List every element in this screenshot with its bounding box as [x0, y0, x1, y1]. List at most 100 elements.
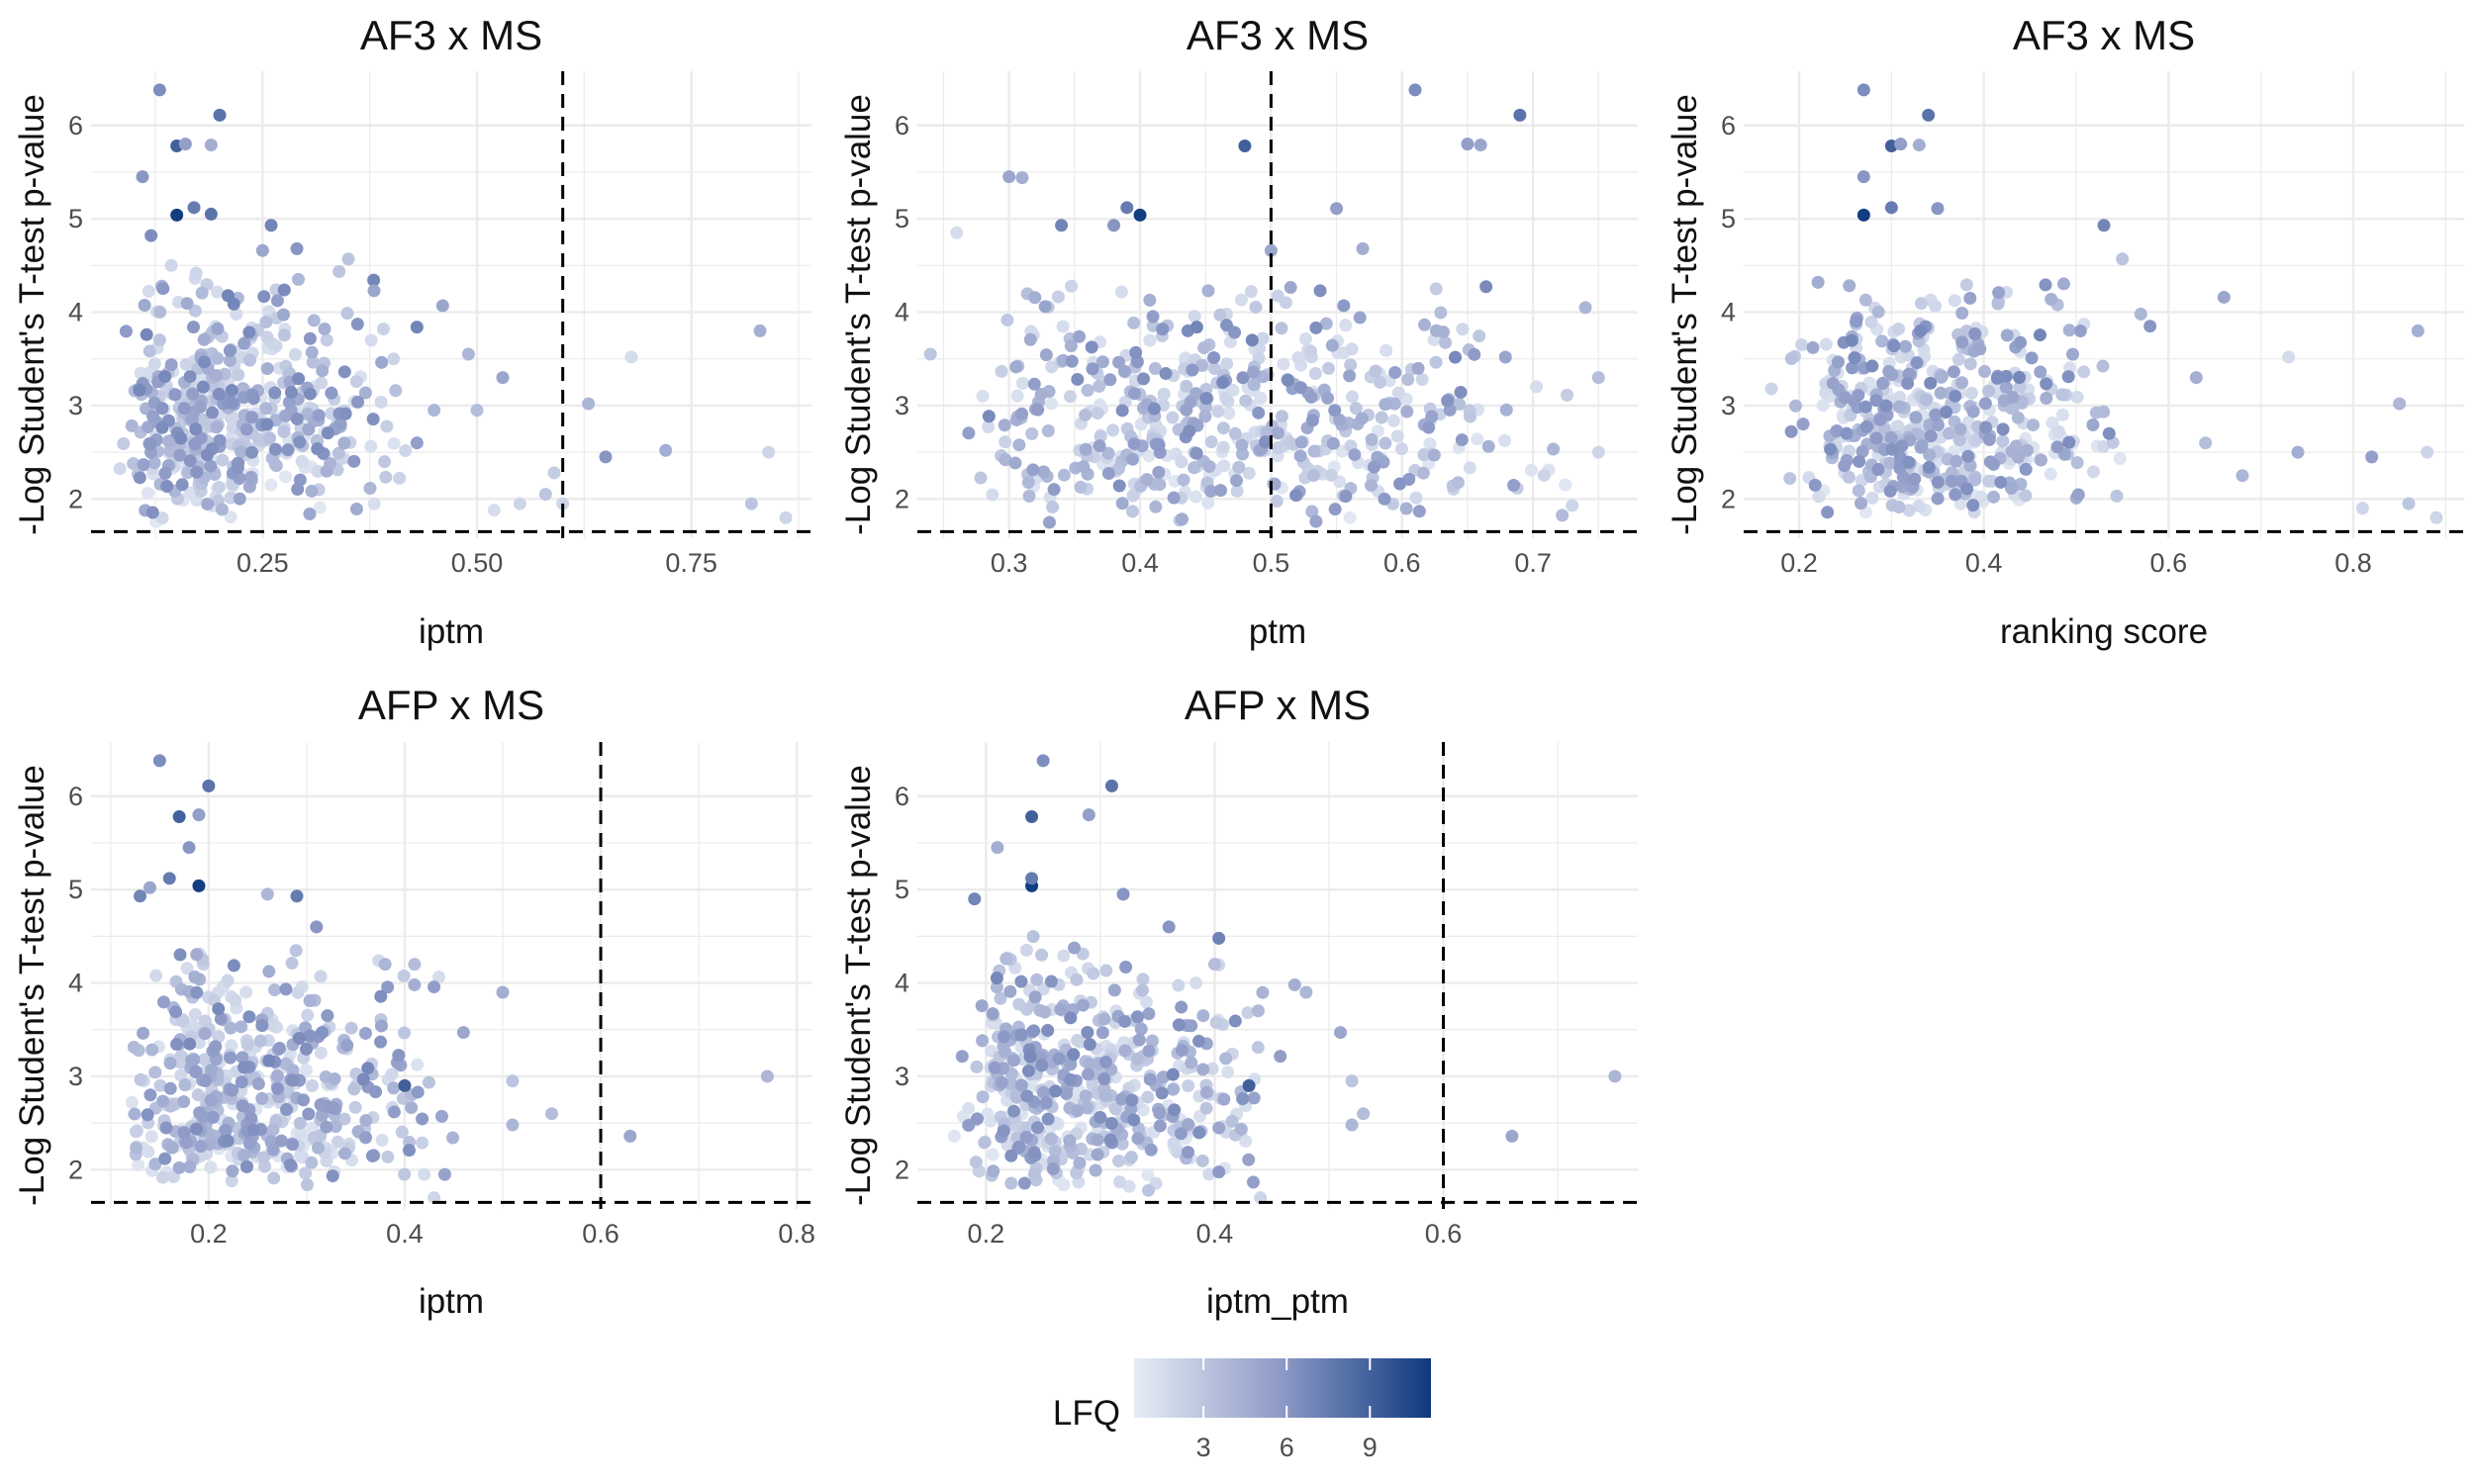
- data-point: [1004, 1176, 1018, 1190]
- data-point: [242, 1137, 256, 1151]
- data-point: [347, 454, 361, 468]
- data-point: [1902, 504, 1916, 517]
- data-point: [1473, 329, 1486, 343]
- data-point: [2021, 443, 2035, 457]
- data-point: [1369, 364, 1382, 378]
- data-point: [313, 501, 327, 514]
- data-point: [1391, 386, 1405, 400]
- data-point: [2096, 359, 2110, 373]
- data-point: [318, 322, 332, 335]
- data-point: [260, 330, 274, 344]
- data-point: [1168, 1103, 1182, 1117]
- data-point: [1304, 390, 1318, 404]
- data-point: [1166, 411, 1180, 424]
- data-point: [178, 1078, 192, 1092]
- data-point: [1378, 492, 1391, 506]
- data-point: [1848, 351, 1861, 365]
- data-point: [1082, 1067, 1095, 1081]
- data-point: [1931, 492, 1945, 506]
- y-tick-label: 3: [68, 1062, 83, 1091]
- panel-title: AF3 x MS: [360, 12, 542, 58]
- data-point: [306, 1121, 320, 1135]
- data-point: [341, 252, 355, 266]
- data-point: [375, 355, 389, 369]
- data-point: [496, 371, 510, 385]
- data-point: [333, 264, 346, 278]
- data-point: [204, 459, 218, 473]
- data-point: [1048, 1145, 1062, 1159]
- data-point: [422, 1075, 435, 1089]
- data-point: [1821, 506, 1835, 519]
- data-point: [188, 1007, 202, 1021]
- data-point: [145, 506, 159, 519]
- data-point: [1415, 373, 1429, 387]
- data-point: [1175, 455, 1189, 469]
- data-point: [1578, 301, 1592, 315]
- data-point: [402, 1144, 416, 1158]
- data-point: [1479, 280, 1493, 294]
- data-point: [305, 1156, 319, 1169]
- data-point: [269, 459, 283, 473]
- data-point: [970, 1060, 984, 1073]
- data-point: [1843, 279, 1856, 293]
- data-point: [1045, 360, 1059, 374]
- data-point: [1009, 360, 1023, 374]
- data-point: [1196, 1063, 1210, 1076]
- data-point: [236, 1099, 249, 1113]
- data-point: [231, 460, 244, 474]
- data-point: [1429, 324, 1443, 337]
- data-point: [2019, 462, 2033, 476]
- data-point: [1037, 465, 1051, 479]
- data-point: [1130, 1010, 1144, 1024]
- data-point: [1305, 414, 1319, 427]
- data-point: [277, 308, 291, 322]
- data-point: [1068, 941, 1082, 955]
- data-point: [359, 1113, 373, 1127]
- data-point: [1073, 1156, 1087, 1169]
- data-point: [1856, 444, 1869, 458]
- data-point: [211, 285, 225, 299]
- data-point: [1537, 468, 1551, 482]
- data-point: [190, 985, 204, 999]
- y-axis-title: -Log Student's T-test p-value: [839, 94, 878, 535]
- data-point: [1806, 340, 1820, 354]
- data-point: [1764, 382, 1778, 396]
- data-point: [193, 400, 207, 414]
- data-point: [202, 779, 216, 792]
- data-point: [1133, 208, 1147, 222]
- data-point: [277, 328, 291, 342]
- data-point: [1055, 219, 1069, 232]
- data-point: [2011, 411, 2025, 424]
- data-point: [968, 892, 982, 906]
- data-point: [432, 971, 446, 984]
- panel-title: AFP x MS: [1185, 682, 1371, 728]
- data-point: [1309, 321, 1323, 334]
- data-point: [1931, 475, 1945, 489]
- data-point: [395, 1125, 409, 1139]
- data-point: [971, 1112, 985, 1126]
- data-point: [1127, 387, 1141, 401]
- data-point: [1339, 319, 1353, 332]
- data-point: [1091, 1148, 1104, 1161]
- data-point: [311, 1141, 325, 1155]
- data-point: [1961, 449, 1975, 463]
- data-point: [2236, 469, 2249, 483]
- data-point: [281, 443, 295, 457]
- data-point: [1222, 407, 1236, 420]
- data-point: [264, 478, 278, 492]
- data-point: [305, 345, 319, 359]
- data-point: [1135, 983, 1149, 997]
- data-point: [290, 889, 304, 903]
- data-point: [1127, 316, 1141, 329]
- data-point: [1982, 384, 1996, 398]
- data-point: [170, 1038, 184, 1052]
- data-point: [193, 1106, 207, 1120]
- data-point: [1251, 1004, 1265, 1018]
- data-point: [1871, 463, 1885, 477]
- data-point: [1156, 1070, 1170, 1084]
- data-point: [1113, 1175, 1127, 1189]
- data-point: [1307, 444, 1321, 458]
- data-point: [1277, 357, 1290, 371]
- data-point: [229, 993, 242, 1007]
- data-point: [1784, 352, 1798, 366]
